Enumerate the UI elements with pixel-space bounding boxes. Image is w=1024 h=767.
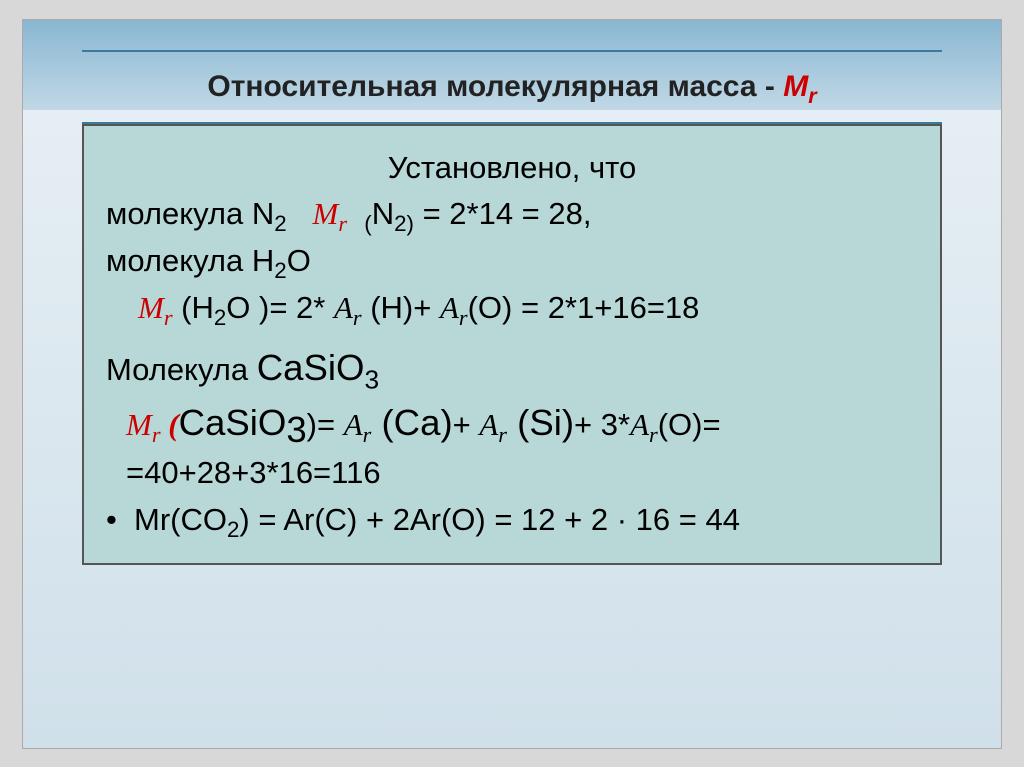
title-mr: Мr — [783, 70, 816, 103]
mr-symbol: Мr — [313, 196, 348, 231]
ar-symbol: Аr — [630, 407, 658, 442]
content-box: Установлено, что молекула N2 Мr (N2) = 2… — [82, 124, 942, 566]
mr-symbol: Мr — [138, 290, 173, 325]
casio3-formula: CaSiO3 — [257, 347, 379, 388]
line-h2o-label: молекула H2O — [106, 239, 918, 284]
line-casio-calc1: Мr (CaSiO3)= Аr (Cа)+ Аr (Si)+ 3*Аr(O)= — [106, 396, 918, 449]
slide: Относительная молекулярная масса - Мr Ус… — [22, 19, 1002, 749]
ar-symbol: Аr — [479, 407, 507, 442]
line-co2: • Mr(CO2) = Ar(C) + 2Ar(O) = 12 + 2 · 16… — [106, 498, 918, 543]
line-casio-label: Молекула CaSiO3 — [106, 341, 918, 394]
ar-symbol: Аr — [440, 290, 468, 325]
title-prefix: Относительная молекулярная масса - — [207, 70, 783, 103]
ar-symbol: Аr — [344, 407, 372, 442]
line-casio-calc2: =40+28+3*16=116 — [106, 451, 918, 496]
line-intro: Установлено, что — [106, 146, 918, 191]
mr-symbol: Мr — [126, 407, 161, 442]
bullet-icon: • — [106, 498, 134, 543]
slide-title: Относительная молекулярная масса - Мr — [82, 52, 942, 122]
title-line-bottom — [82, 122, 942, 124]
co2-text: Mr(CO2) = Ar(C) + 2Ar(O) = 12 + 2 · 16 =… — [134, 498, 740, 543]
ar-symbol: Аr — [334, 290, 362, 325]
line-n2: молекула N2 Мr (N2) = 2*14 = 28, — [106, 192, 918, 237]
line-h2o-calc: Мr (H2O )= 2* Аr (H)+ Аr(O) = 2*1+16=18 — [106, 286, 918, 331]
title-area: Относительная молекулярная масса - Мr — [82, 50, 942, 124]
